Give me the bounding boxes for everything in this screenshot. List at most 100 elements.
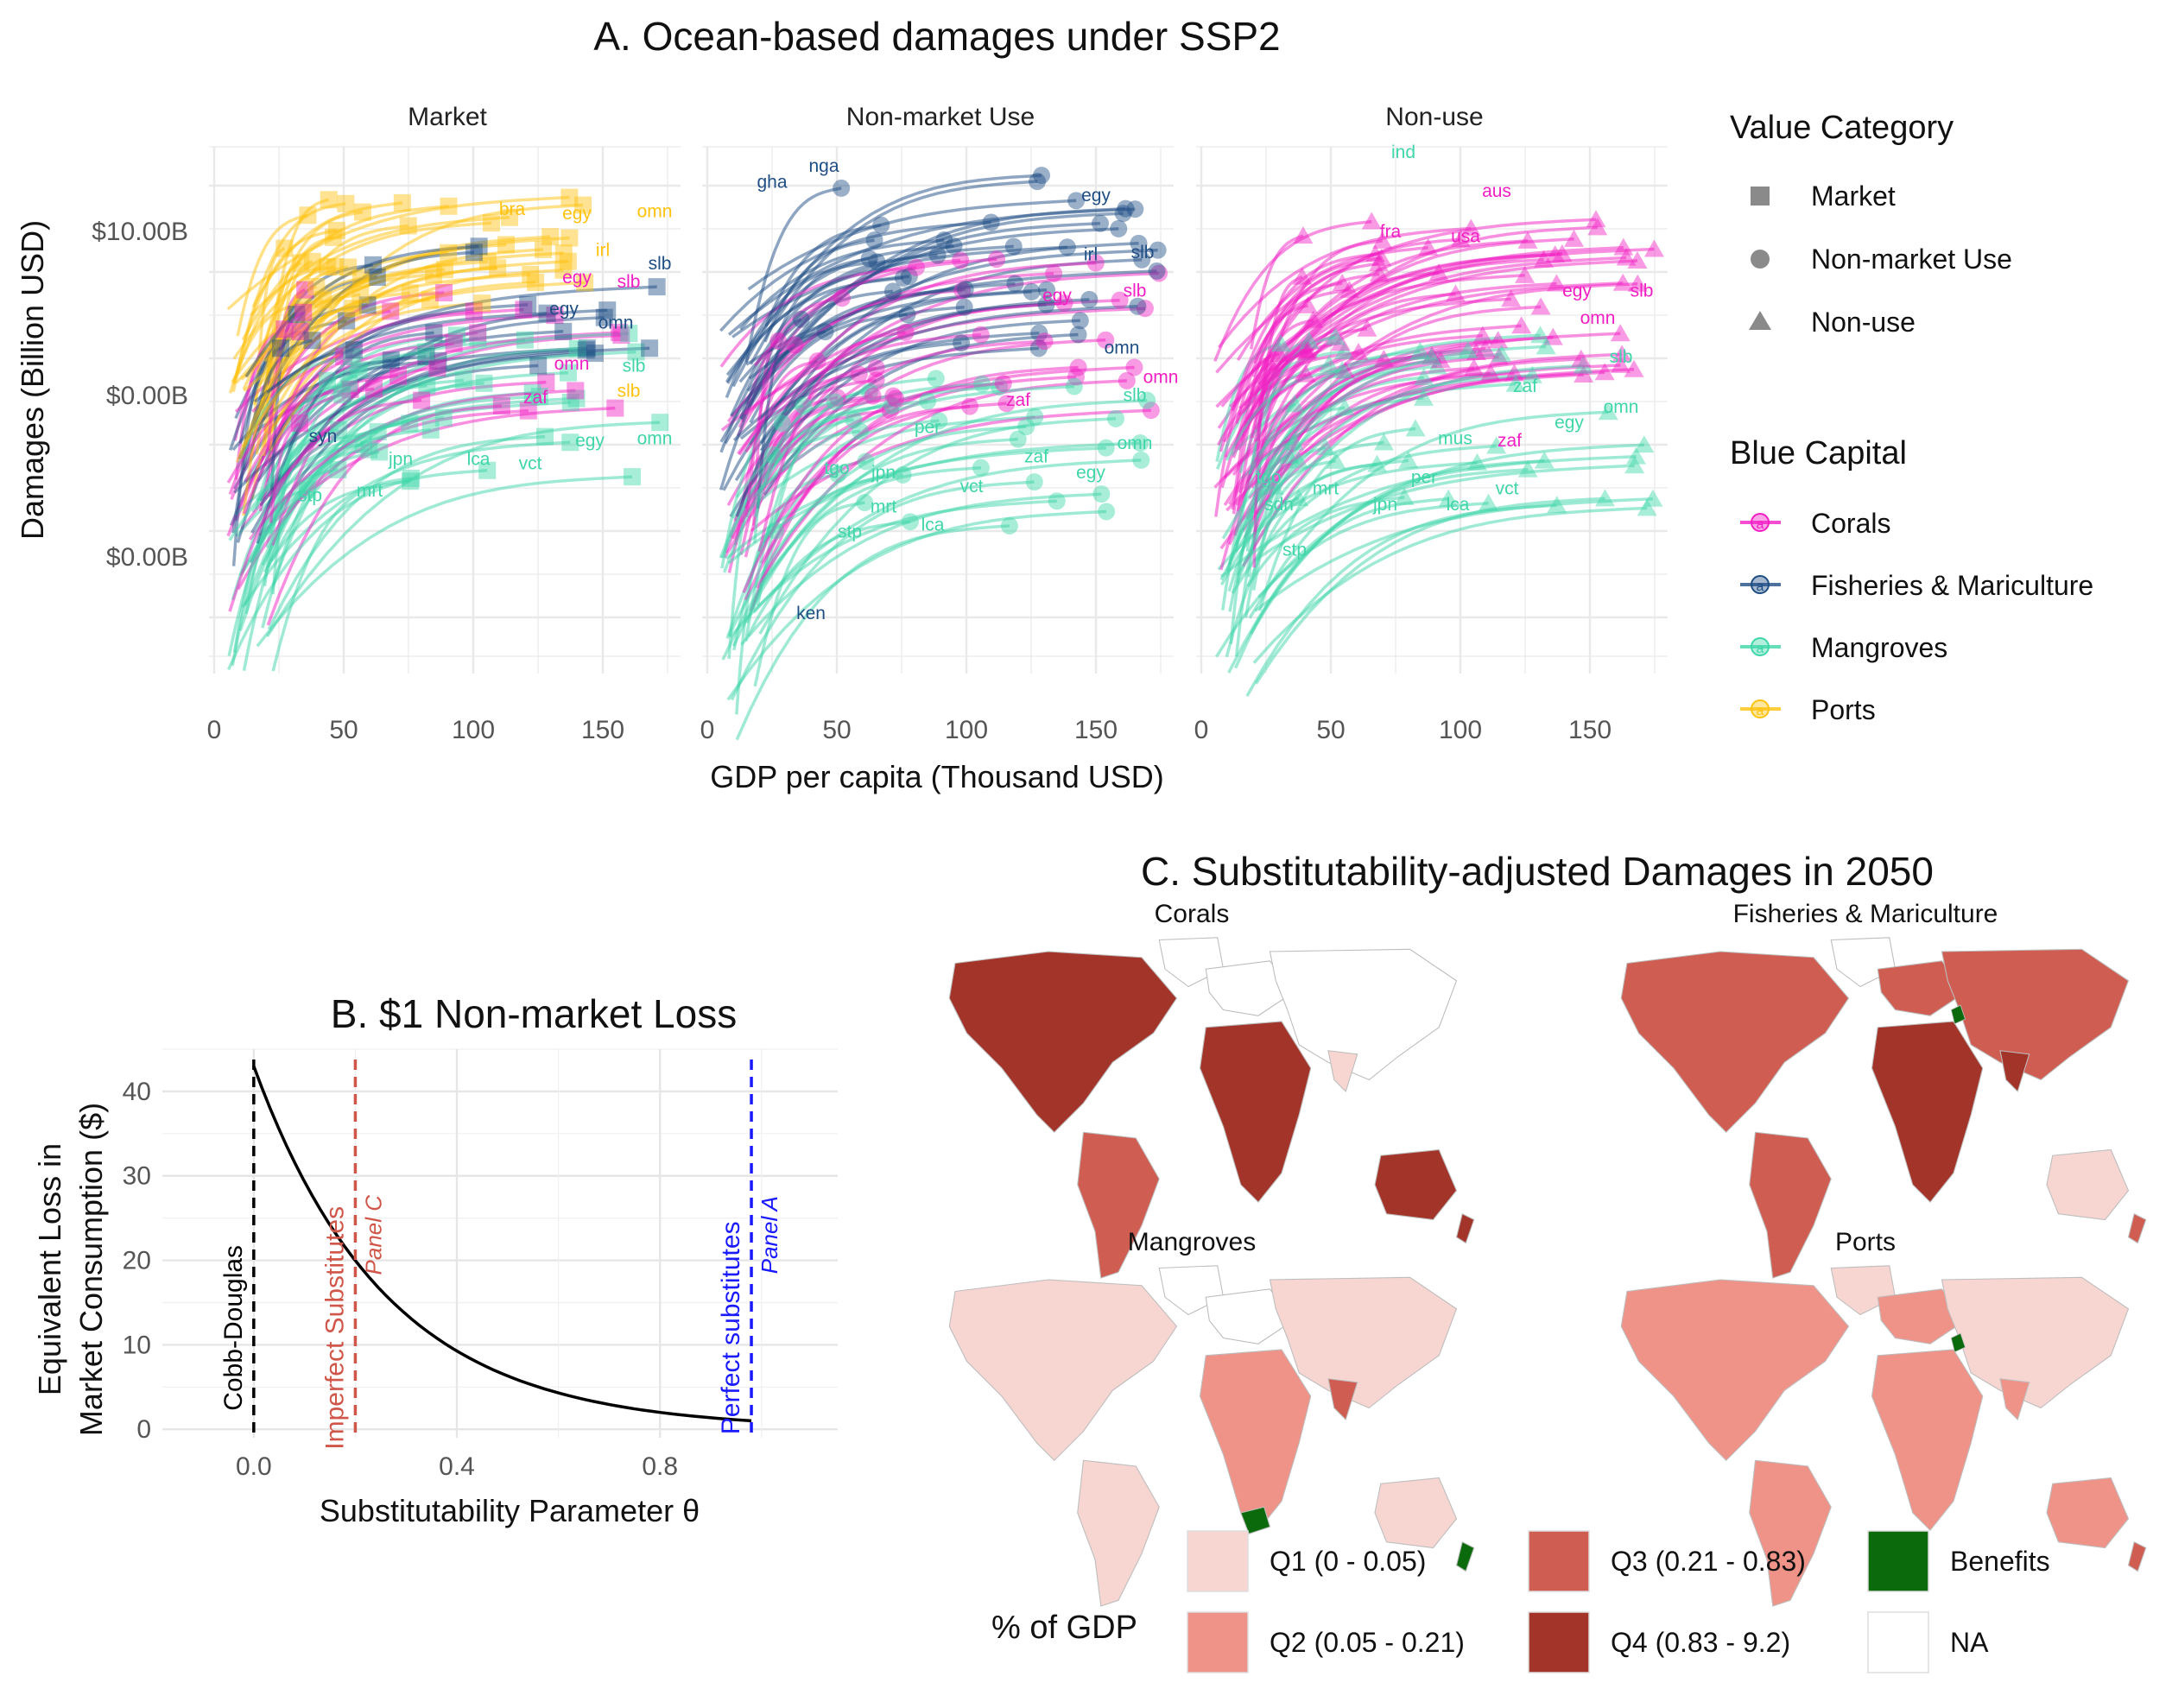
series-curve-2 <box>747 384 1074 502</box>
data-point <box>1315 438 1336 456</box>
country-label: usa <box>1451 226 1480 246</box>
data-point <box>1552 244 1573 262</box>
series-curve-0 <box>1223 282 1638 506</box>
series-curve-1 <box>748 288 1048 380</box>
country-region <box>1620 951 1850 1134</box>
data-point <box>1627 250 1648 269</box>
data-point <box>1460 218 1481 237</box>
data-point <box>421 421 440 439</box>
data-point <box>1080 290 1099 308</box>
data-point <box>1035 332 1054 351</box>
panel-c-maps: Corals Fisheries & Mariculture Mangroves Po… <box>948 900 2147 1607</box>
data-point <box>907 258 925 276</box>
data-point <box>1501 289 1522 307</box>
data-point <box>828 389 846 407</box>
country-label: mrt <box>1313 478 1339 498</box>
data-point <box>886 389 904 408</box>
data-point <box>900 268 918 286</box>
data-point <box>1405 419 1426 437</box>
data-point <box>623 468 641 486</box>
data-point <box>333 386 351 404</box>
data-point <box>829 465 847 484</box>
country-label: slb <box>1610 347 1633 367</box>
data-point <box>1138 391 1156 409</box>
country-label: mrt <box>871 497 896 517</box>
country-label: slb <box>1631 282 1654 301</box>
data-point <box>1542 327 1563 345</box>
country-label: omn <box>1143 368 1179 388</box>
data-point <box>320 191 338 209</box>
panel-b-plot: 0 10 20 30 40 0.0 0.4 0.8 Cobb-Douglas Imperfect … <box>123 1048 838 1481</box>
country-region <box>1999 1050 2030 1093</box>
data-point <box>1534 451 1555 469</box>
country-region <box>1199 1349 1312 1532</box>
data-point <box>1325 327 1346 345</box>
data-point <box>952 251 970 269</box>
series-curve-2 <box>758 417 1117 635</box>
data-point <box>867 359 885 377</box>
data-point <box>1332 273 1352 291</box>
data-point <box>288 306 306 324</box>
legend-item-label: Q1 (0 - 0.05) <box>1270 1546 1426 1577</box>
series-curve-0 <box>738 261 1096 456</box>
country-label: omn <box>637 429 673 449</box>
facet-curves <box>719 174 1160 741</box>
country-label: slb <box>623 356 646 376</box>
data-point <box>529 357 548 375</box>
data-point <box>1048 492 1066 510</box>
country-label: omn <box>637 202 673 222</box>
legend-item-label: Benefits <box>1950 1546 2050 1577</box>
country-label: fra <box>1380 222 1402 242</box>
data-point <box>860 250 878 268</box>
series-curve-2 <box>1234 335 1336 553</box>
data-point <box>318 371 336 389</box>
data-point <box>1505 374 1526 392</box>
y-tick-label: 10 <box>123 1331 151 1359</box>
data-point <box>358 296 377 314</box>
data-point <box>868 253 886 271</box>
series-curve-0 <box>1257 256 1627 385</box>
series-curve-2 <box>256 350 636 502</box>
data-point <box>1334 398 1355 416</box>
series-curve-0 <box>1215 218 1597 374</box>
data-point <box>945 237 963 255</box>
y-tick-label: 40 <box>123 1078 151 1106</box>
series-curve-0 <box>1258 239 1529 386</box>
country-label: egy <box>562 204 592 224</box>
series-curve-3 <box>267 268 564 435</box>
data-point <box>769 332 788 350</box>
series-curve-2 <box>241 395 541 574</box>
country-label: ind <box>1391 142 1415 162</box>
series-curve-2 <box>1219 454 1637 579</box>
series-curve-2 <box>729 499 1057 638</box>
country-label: lca <box>467 449 491 469</box>
legend-item-label: Q4 (0.83 - 9.2) <box>1611 1627 1790 1658</box>
series-curve-0 <box>757 331 906 553</box>
data-point <box>1133 250 1151 269</box>
data-point <box>881 402 899 420</box>
data-point <box>1488 331 1509 349</box>
data-point <box>1332 360 1352 378</box>
data-point <box>469 329 487 347</box>
world-map-1 <box>1620 937 2147 1279</box>
data-point <box>1330 333 1351 351</box>
series-curve-2 <box>745 415 1035 514</box>
series-curve-3 <box>255 236 334 455</box>
panel-a-xlabel: GDP per capita (Thousand USD) <box>710 759 1164 794</box>
data-point <box>901 513 919 531</box>
data-point <box>1006 275 1024 293</box>
data-point <box>1486 436 1507 454</box>
data-point <box>1536 337 1556 355</box>
data-point <box>595 308 613 326</box>
series-curve-0 <box>226 331 478 484</box>
data-point <box>1414 368 1434 386</box>
series-curve-2 <box>1248 410 1609 619</box>
data-point <box>1017 418 1035 436</box>
country-region <box>948 1279 1178 1462</box>
data-point <box>1106 409 1124 427</box>
country-label: omn <box>1604 397 1639 417</box>
series-curve-2 <box>1249 376 1424 556</box>
data-point <box>1598 402 1618 421</box>
data-point <box>1427 357 1447 375</box>
country-label: irl <box>596 240 610 260</box>
